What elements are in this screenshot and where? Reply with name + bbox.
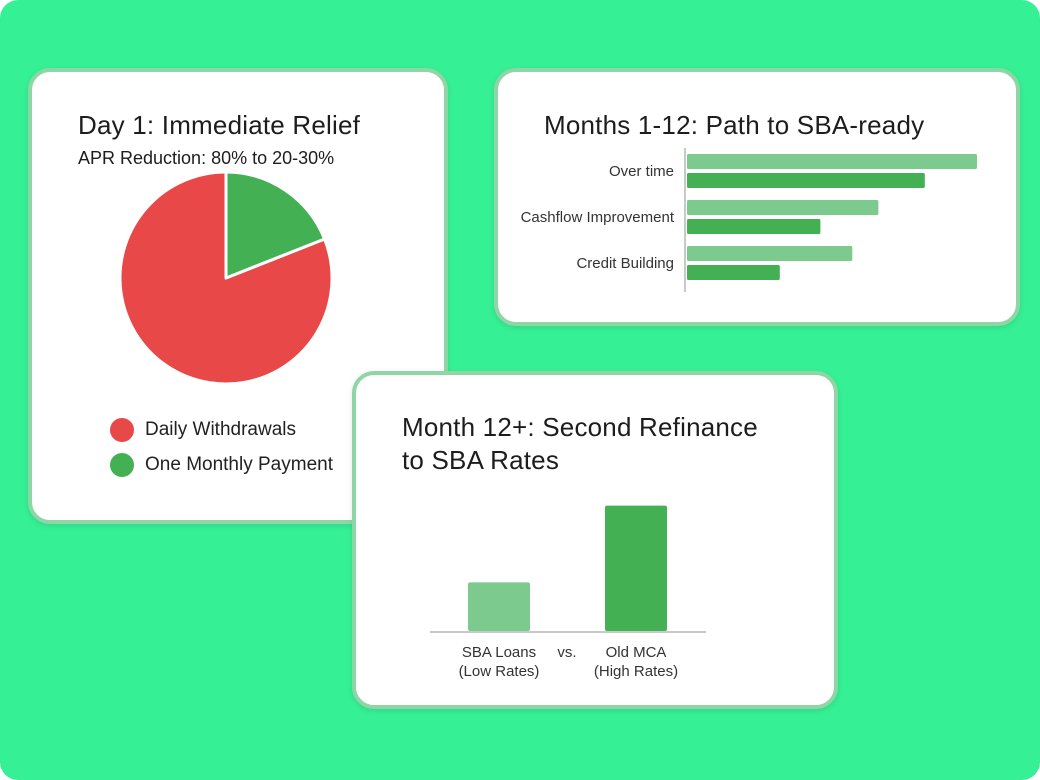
horizontal-bar-chart: Over time Cashflow Improvement Credit Buil… [521, 148, 977, 292]
vertical-bar-chart: SBA Loans (Low Rates) Old MCA (High Rates) v… [430, 505, 706, 680]
bar [687, 200, 879, 215]
category-label: (High Rates) [594, 663, 678, 680]
bar [468, 582, 530, 631]
legend-item-monthly-payment: One Monthly Payment [110, 453, 333, 477]
category-label: (Low Rates) [459, 663, 540, 680]
bar [687, 219, 821, 234]
category-label: Credit Building [576, 255, 674, 272]
card-immediate-relief: Day 1: Immediate Relief APR Reduction: 8… [28, 68, 448, 524]
legend-swatch-green [110, 453, 134, 477]
bar [687, 265, 780, 280]
vs-label: vs. [557, 644, 576, 661]
category-label: Old MCA [606, 644, 667, 661]
legend-swatch-red [110, 418, 134, 442]
card-title: Months 1-12: Path to SBA-ready [544, 110, 925, 140]
card-path-to-sba: Months 1-12: Path to SBA-ready Over time… [494, 68, 1020, 326]
bar [605, 505, 667, 631]
bar [687, 246, 853, 261]
card-title: Month 12+: Second Refinance to SBA Rates [402, 412, 758, 475]
category-label: Over time [609, 163, 674, 180]
bar [687, 173, 925, 188]
category-label: SBA Loans [462, 644, 536, 661]
pie-chart [118, 170, 334, 386]
card-second-refinance: Month 12+: Second Refinance to SBA Rates… [352, 371, 838, 709]
legend-label: One Monthly Payment [145, 454, 333, 475]
legend-label: Daily Withdrawals [145, 419, 296, 440]
pie-slice [224, 170, 327, 280]
bar [687, 154, 977, 169]
card-title: Day 1: Immediate Relief [78, 110, 361, 140]
category-label: Cashflow Improvement [521, 209, 675, 226]
legend-item-daily-withdrawals: Daily Withdrawals [110, 418, 296, 442]
card-subtitle: APR Reduction: 80% to 20-30% [78, 148, 335, 168]
